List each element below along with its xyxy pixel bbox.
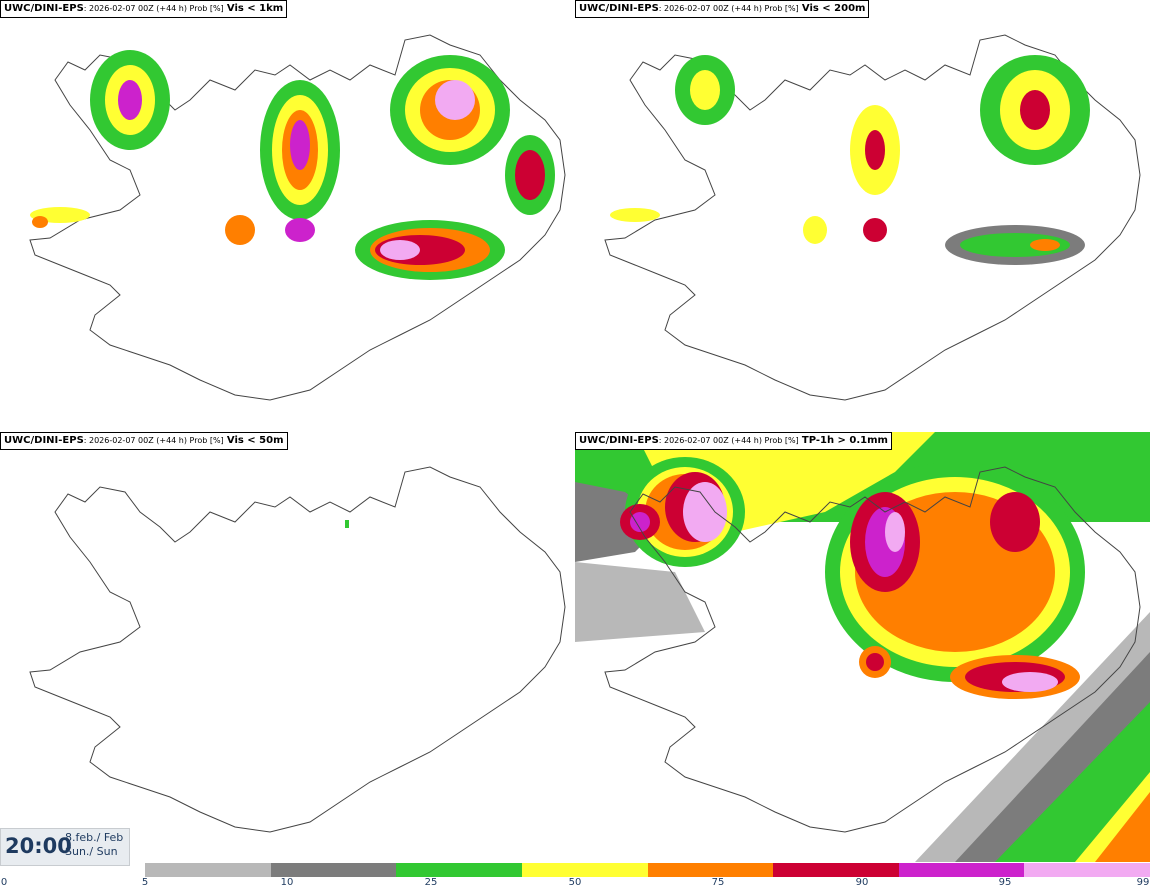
legend-tick-label: 90 [855,877,869,888]
run-info: : 2026-02-07 00Z (+44 h) Prob [%] [83,436,224,445]
legend-swatch [396,863,522,877]
valid-date-line1: 8.feb./ Feb [65,831,124,844]
map-panel-vis-50m: UWC/DINI-EPS: 2026-02-07 00Z (+44 h) Pro… [0,432,575,862]
valid-time-box: 20:00 8.feb./ Feb Sun./ Sun [0,828,130,866]
map-vis-200m [604,34,1141,401]
legend-tick-label: 5 [141,877,149,888]
legend-tick-label: 95 [998,877,1012,888]
threshold-label: Vis < 1km [226,3,284,14]
map-panel-vis-200m: UWC/DINI-EPS: 2026-02-07 00Z (+44 h) Pro… [575,0,1150,430]
valid-date: 8.feb./ Feb Sun./ Sun [65,831,123,859]
legend-tick-label: 75 [711,877,725,888]
legend-swatch [1024,863,1150,877]
model-name: UWC/DINI-EPS [4,435,84,446]
map-vis-1km [29,34,566,401]
panel-title: UWC/DINI-EPS: 2026-02-07 00Z (+44 h) Pro… [575,432,892,450]
map-panel-vis-1km: UWC/DINI-EPS: 2026-02-07 00Z (+44 h) Pro… [0,0,575,430]
model-name: UWC/DINI-EPS [579,3,659,14]
legend-swatch [898,863,1025,877]
valid-date-line2: Sun./ Sun [65,845,118,858]
legend-swatch [773,863,899,877]
map-precip-tp1h [575,432,1150,862]
model-name: UWC/DINI-EPS [579,435,659,446]
legend-tick-label: 50 [568,877,582,888]
map-vis-50m [29,466,566,833]
legend-tick-label: 99 [1136,877,1150,888]
threshold-label: TP-1h > 0.1mm [801,435,888,446]
legend-swatch [270,863,397,877]
panel-title: UWC/DINI-EPS: 2026-02-07 00Z (+44 h) Pro… [0,0,288,18]
threshold-label: Vis < 50m [226,435,284,446]
run-info: : 2026-02-07 00Z (+44 h) Prob [%] [658,436,799,445]
panel-title: UWC/DINI-EPS: 2026-02-07 00Z (+44 h) Pro… [0,432,288,450]
legend-tick-label: 10 [280,877,294,888]
model-name: UWC/DINI-EPS [4,3,84,14]
map-panel-precip: UWC/DINI-EPS: 2026-02-07 00Z (+44 h) Pro… [575,432,1150,862]
run-info: : 2026-02-07 00Z (+44 h) Prob [%] [658,4,799,13]
valid-time: 20:00 [5,834,72,858]
legend-tick-label: 0 [0,877,8,888]
threshold-label: Vis < 200m [801,3,866,14]
legend-tick-label: 25 [424,877,438,888]
run-info: : 2026-02-07 00Z (+44 h) Prob [%] [83,4,224,13]
panel-title: UWC/DINI-EPS: 2026-02-07 00Z (+44 h) Pro… [575,0,870,18]
legend-swatch [145,863,271,877]
color-legend [145,863,1150,877]
legend-swatch [521,863,648,877]
legend-swatch [647,863,774,877]
